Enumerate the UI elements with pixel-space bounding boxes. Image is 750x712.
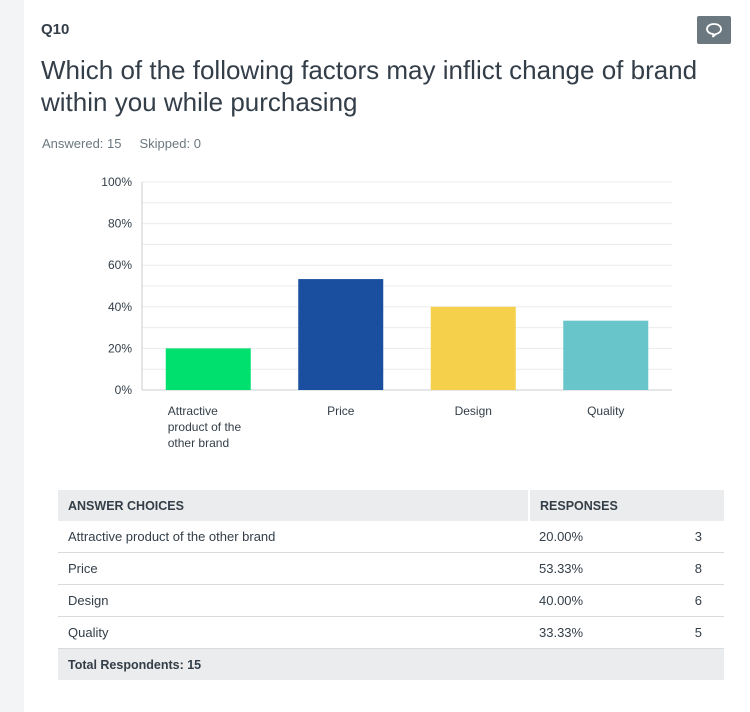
question-title: Which of the following factors may infli… xyxy=(41,55,698,117)
answered-count: Answered: 15 xyxy=(42,136,122,151)
table-header-row: ANSWER CHOICES RESPONSES xyxy=(58,490,724,521)
row-percent: 20.00% xyxy=(529,521,669,553)
y-tick-label: 80% xyxy=(108,217,132,231)
row-count: 5 xyxy=(668,616,724,649)
table-row: Attractive product of the other brand 20… xyxy=(58,521,724,553)
bars xyxy=(165,279,649,390)
y-tick-label: 60% xyxy=(108,258,132,272)
total-row: Total Respondents: 15 xyxy=(58,648,724,680)
skipped-count: Skipped: 0 xyxy=(139,136,201,151)
y-tick-label: 0% xyxy=(115,383,133,397)
row-percent: 33.33% xyxy=(529,616,669,649)
row-count: 3 xyxy=(668,521,724,553)
y-tick-label: 20% xyxy=(108,341,132,355)
total-respondents: Total Respondents: 15 xyxy=(58,648,724,680)
row-choice: Design xyxy=(58,584,529,617)
category-label: Attractive product of the other brand xyxy=(168,404,242,450)
question-number: Q10 xyxy=(41,21,70,38)
speech-bubble-icon xyxy=(706,23,722,38)
header-responses: RESPONSES xyxy=(528,490,669,521)
row-choice: Attractive product of the other brand xyxy=(58,521,529,553)
category-labels: Attractive product of the other brand Price… xyxy=(168,404,625,450)
row-choice: Quality xyxy=(58,616,529,649)
response-stats: Answered: 15 Skipped: 0 xyxy=(42,136,201,151)
bar[interactable] xyxy=(563,320,649,390)
y-tick-label: 100% xyxy=(101,175,132,189)
bar[interactable] xyxy=(165,348,251,390)
header-answer-choices: ANSWER CHOICES xyxy=(58,490,529,521)
comment-button[interactable] xyxy=(697,16,731,44)
table-row: Quality 33.33% 5 xyxy=(58,616,724,649)
row-percent: 53.33% xyxy=(529,552,669,585)
header-count xyxy=(668,490,724,521)
question-card: Q10 Which of the following factors may i… xyxy=(24,0,750,712)
row-count: 6 xyxy=(668,584,724,617)
bar-chart: 0% 20% 40% 60% 80% 100% Attractive product of … xyxy=(101,175,672,450)
row-choice: Price xyxy=(58,552,529,585)
table-row: Price 53.33% 8 xyxy=(58,552,724,585)
row-count: 8 xyxy=(668,552,724,585)
responses-table: ANSWER CHOICES RESPONSES Attractive prod… xyxy=(58,490,724,680)
category-label: Design xyxy=(455,404,492,418)
row-percent: 40.00% xyxy=(529,584,669,617)
y-tick-label: 40% xyxy=(108,300,132,314)
category-label: Quality xyxy=(587,404,624,418)
bar[interactable] xyxy=(430,306,516,390)
table-row: Design 40.00% 6 xyxy=(58,584,724,617)
category-label: Price xyxy=(327,404,355,418)
y-tick-labels: 0% 20% 40% 60% 80% 100% xyxy=(101,175,132,397)
bar[interactable] xyxy=(298,279,384,390)
